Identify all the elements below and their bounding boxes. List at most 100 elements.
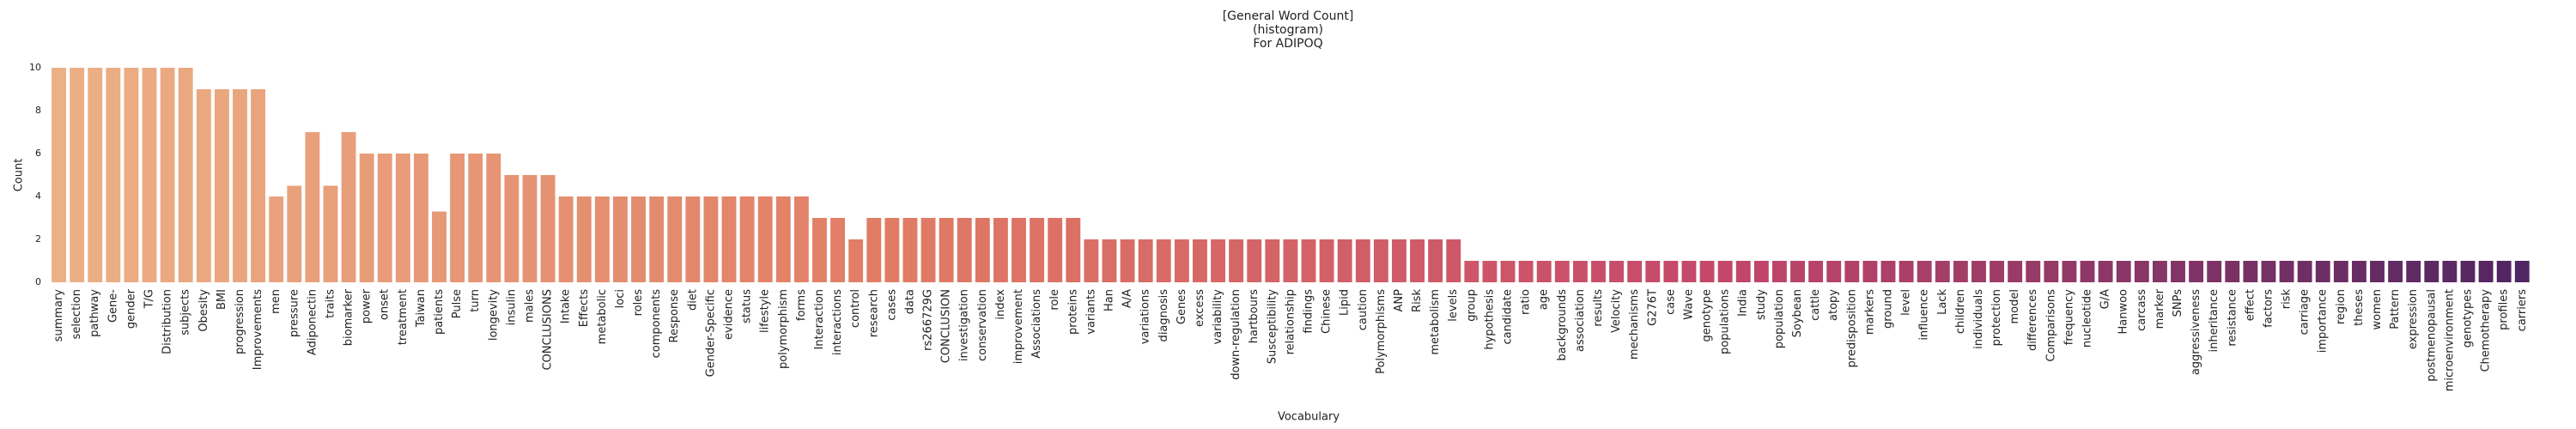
bar (2315, 261, 2330, 282)
bar (196, 89, 211, 282)
bar (2171, 261, 2185, 282)
x-tick-label: caution (1357, 289, 1370, 330)
bar (251, 89, 266, 282)
x-tick-label: diet (686, 289, 699, 311)
x-tick-label: evidence (723, 289, 736, 340)
x-tick-label: insulin (505, 289, 518, 325)
bar (233, 89, 247, 282)
bar (1283, 239, 1298, 282)
x-tick-label: Soybean (1791, 289, 1804, 337)
x-tick-label: treatment (397, 289, 410, 345)
x-tick-label: aggressiveness (2190, 289, 2202, 375)
bar (2261, 261, 2276, 282)
x-tick-label: progression (234, 289, 246, 354)
x-tick-label: A/A (1121, 289, 1134, 308)
x-tick-label: postmenopausal (2425, 289, 2438, 382)
x-tick-label: men (270, 289, 283, 314)
bar (1193, 239, 1207, 282)
x-tick-label: loci (614, 289, 627, 308)
bar (1138, 239, 1153, 282)
bar (613, 196, 628, 282)
x-tick-label: carriers (2516, 289, 2529, 332)
bar (124, 68, 139, 282)
x-tick-label: expression (2407, 289, 2420, 349)
bar (395, 154, 410, 282)
bar (1935, 261, 1950, 282)
x-tick-label: Wave (1682, 289, 1695, 320)
bar (2189, 261, 2204, 282)
x-tick-label: marker (2154, 288, 2166, 329)
x-tick-label: levels (1447, 289, 1460, 322)
bar (341, 132, 356, 282)
x-tick-label: conservation (976, 289, 989, 361)
bar (1102, 239, 1117, 282)
bar (1771, 261, 1787, 282)
bar (1609, 261, 1625, 282)
x-tick-label: roles (632, 289, 645, 317)
x-tick-label: ANP (1393, 289, 1406, 312)
x-tick-label: genotype (1701, 289, 1714, 341)
x-tick-label: Velocity (1610, 289, 1623, 333)
x-tick-label: polymorphism (777, 289, 790, 369)
x-tick-label: gender (125, 288, 137, 329)
x-tick-label: lifestyle (759, 289, 772, 333)
bar (2026, 261, 2041, 282)
bar (323, 185, 338, 282)
x-tick-label: Comparisons (2044, 289, 2057, 362)
x-tick-label: importance (2317, 289, 2330, 353)
bar (1373, 239, 1388, 282)
x-tick-label: children (1954, 289, 1967, 334)
bar (576, 196, 592, 282)
bar (2496, 261, 2512, 282)
bar (413, 154, 428, 282)
bar (377, 154, 392, 282)
bar (1862, 261, 1878, 282)
bar (1012, 218, 1026, 282)
x-tick-label: Lipid (1339, 289, 1352, 316)
bar (2442, 261, 2458, 282)
x-tick-label: association (1574, 289, 1587, 352)
bar (757, 196, 773, 282)
bar (685, 196, 701, 282)
x-tick-label: variability (1212, 289, 1224, 345)
x-tick-label: predisposition (1845, 289, 1858, 367)
bar (2207, 261, 2222, 282)
x-tick-label: ratio (1520, 289, 1533, 315)
x-tick-label: longevity (487, 289, 500, 341)
x-tick-label: Improvements (252, 289, 264, 370)
bar (830, 218, 846, 282)
x-tick-label: rs266729G (922, 289, 935, 351)
bar (2388, 261, 2403, 282)
x-tick-label: nucleotide (2081, 289, 2094, 347)
bar (2297, 261, 2312, 282)
x-tick-label: pressure (288, 289, 301, 337)
bar (88, 68, 103, 282)
x-tick-label: Chinese (1321, 289, 1334, 334)
x-tick-label: mechanisms (1628, 289, 1641, 360)
x-tick-label: traits (324, 289, 337, 318)
bar (2225, 261, 2240, 282)
bar (2514, 261, 2530, 282)
bar (957, 218, 972, 282)
x-tick-label: investigation (958, 289, 971, 361)
bar (2008, 261, 2023, 282)
x-tick-label: backgrounds (1556, 289, 1569, 361)
x-tick-label: patients (433, 289, 446, 335)
x-tick-label: subjects (179, 289, 192, 335)
x-tick-label: ground (1881, 289, 1894, 329)
bar (1066, 218, 1081, 282)
bar (2152, 261, 2167, 282)
bar (1247, 239, 1262, 282)
bar (2044, 261, 2059, 282)
x-tick-label: Genes (1176, 289, 1188, 324)
x-tick-label: components (650, 289, 663, 359)
bar (178, 68, 193, 282)
x-tick-label: control (849, 289, 862, 328)
y-axis-label: Count (13, 159, 26, 192)
bar (1717, 261, 1733, 282)
x-tick-label: Obesity (197, 289, 210, 332)
bar (1518, 261, 1534, 282)
bar (1392, 239, 1406, 282)
chart-title: (histogram) (1253, 23, 1323, 37)
x-tick-label: variants (1084, 289, 1097, 335)
